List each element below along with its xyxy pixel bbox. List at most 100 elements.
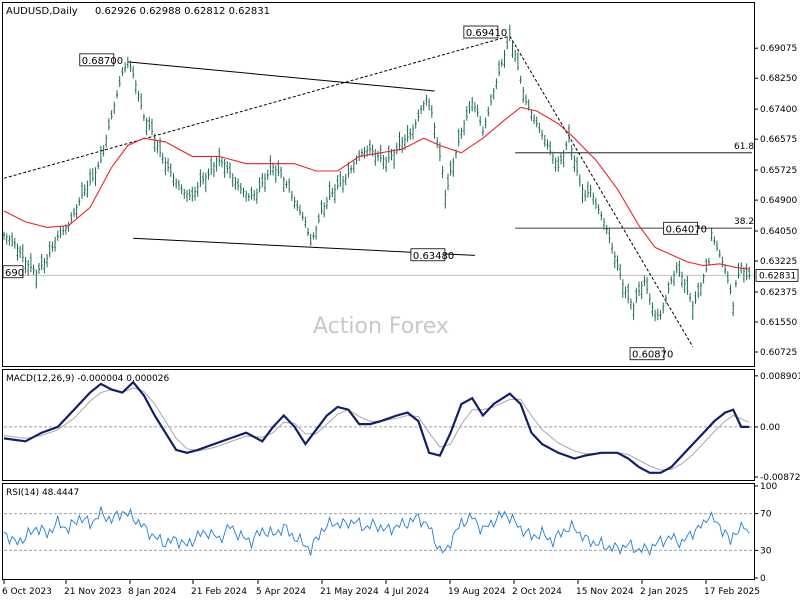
- y-tick-label-6: 0.64050: [760, 227, 797, 237]
- candle: [317, 213, 320, 224]
- candle: [172, 173, 175, 187]
- candle: [662, 302, 665, 314]
- candle: [729, 284, 732, 295]
- candle: [323, 202, 326, 218]
- candle: [89, 168, 92, 186]
- candle: [699, 282, 702, 297]
- price-label-box-3: [663, 221, 699, 235]
- macd-tick-label-2: -0.008729: [760, 473, 800, 483]
- candle: [675, 262, 678, 274]
- candle: [664, 294, 667, 304]
- fib-label-0: 61.8: [734, 142, 754, 152]
- trendline-0: [127, 61, 435, 92]
- candle: [581, 184, 584, 204]
- candle: [554, 157, 557, 172]
- candle: [83, 184, 86, 197]
- y-tick-label-5: 0.64900: [760, 196, 797, 206]
- candle: [27, 260, 30, 276]
- candle: [673, 270, 675, 287]
- candle: [638, 281, 640, 296]
- candle: [293, 196, 296, 209]
- candle: [229, 162, 231, 179]
- candle: [113, 101, 116, 114]
- candle: [457, 128, 460, 147]
- candle: [307, 227, 309, 237]
- candle: [29, 253, 32, 273]
- macd-label: MACD(12,26,9) -0.000004 0.000026: [6, 374, 169, 384]
- candle: [603, 218, 605, 230]
- candle: [592, 192, 595, 205]
- y-tick-label-1: 0.68250: [760, 74, 797, 84]
- candle: [702, 273, 705, 284]
- candle: [613, 251, 616, 269]
- candle: [737, 263, 740, 279]
- candle: [535, 116, 538, 128]
- candle: [530, 109, 533, 121]
- rsi-tick-label-2: 30: [760, 546, 772, 556]
- candle: [627, 283, 630, 304]
- candle: [694, 291, 697, 304]
- trendline-2: [3, 35, 510, 179]
- candle: [220, 156, 223, 168]
- candle: [167, 158, 170, 173]
- x-tick-label-1: 21 Nov 2023: [64, 587, 122, 597]
- candle: [212, 162, 215, 177]
- candle: [562, 149, 565, 168]
- candle: [231, 173, 234, 187]
- candle: [565, 141, 568, 151]
- candle: [218, 147, 221, 167]
- candle: [102, 145, 105, 157]
- candle: [659, 310, 662, 320]
- y-tick-label-3: 0.66575: [760, 135, 797, 145]
- price-label-box-2: [410, 248, 446, 262]
- candle: [495, 78, 498, 90]
- candle: [116, 90, 118, 99]
- candle: [471, 96, 474, 112]
- candle: [549, 141, 552, 156]
- candle: [19, 245, 22, 258]
- candle: [3, 231, 5, 240]
- x-tick-label-9: 15 Nov 2024: [576, 587, 634, 597]
- current-price-label: 0.62831: [759, 271, 796, 281]
- candle: [137, 90, 140, 102]
- candle: [697, 282, 700, 299]
- candle: [151, 118, 153, 136]
- candle: [78, 197, 81, 206]
- candle: [261, 173, 264, 188]
- candle: [134, 80, 137, 95]
- candle: [600, 211, 603, 221]
- candle: [121, 66, 124, 77]
- candle: [51, 241, 54, 252]
- candle: [250, 186, 253, 200]
- candle: [368, 139, 371, 154]
- candle: [686, 275, 689, 295]
- candle: [417, 109, 420, 122]
- candle: [75, 203, 78, 218]
- candles: [3, 24, 751, 322]
- x-axis: 6 Oct 2023 21 Nov 2023 8 Jan 2024 21 Feb 20…: [2, 580, 760, 597]
- candle: [635, 287, 638, 304]
- candle: [81, 181, 83, 199]
- candle: [161, 152, 164, 164]
- candle: [301, 212, 304, 221]
- candle: [62, 225, 65, 236]
- candle: [234, 176, 237, 190]
- candle: [576, 156, 579, 176]
- candle: [169, 163, 172, 177]
- candle: [420, 105, 423, 115]
- candle: [333, 184, 336, 204]
- candle: [145, 117, 148, 136]
- candle: [54, 236, 57, 252]
- candle: [204, 172, 207, 193]
- candle: [691, 300, 694, 320]
- candle: [683, 278, 686, 293]
- candle: [619, 263, 622, 280]
- candle: [414, 119, 417, 129]
- candle: [608, 228, 611, 244]
- candle: [718, 249, 721, 258]
- main-y-axis: 0.69075 0.68250 0.67400 0.66575 0.65725 0.649…: [754, 44, 799, 358]
- price-label-box-4: [629, 347, 665, 361]
- y-tick-label-9: 0.61550: [760, 318, 797, 328]
- candle: [406, 125, 409, 143]
- candle: [312, 232, 315, 240]
